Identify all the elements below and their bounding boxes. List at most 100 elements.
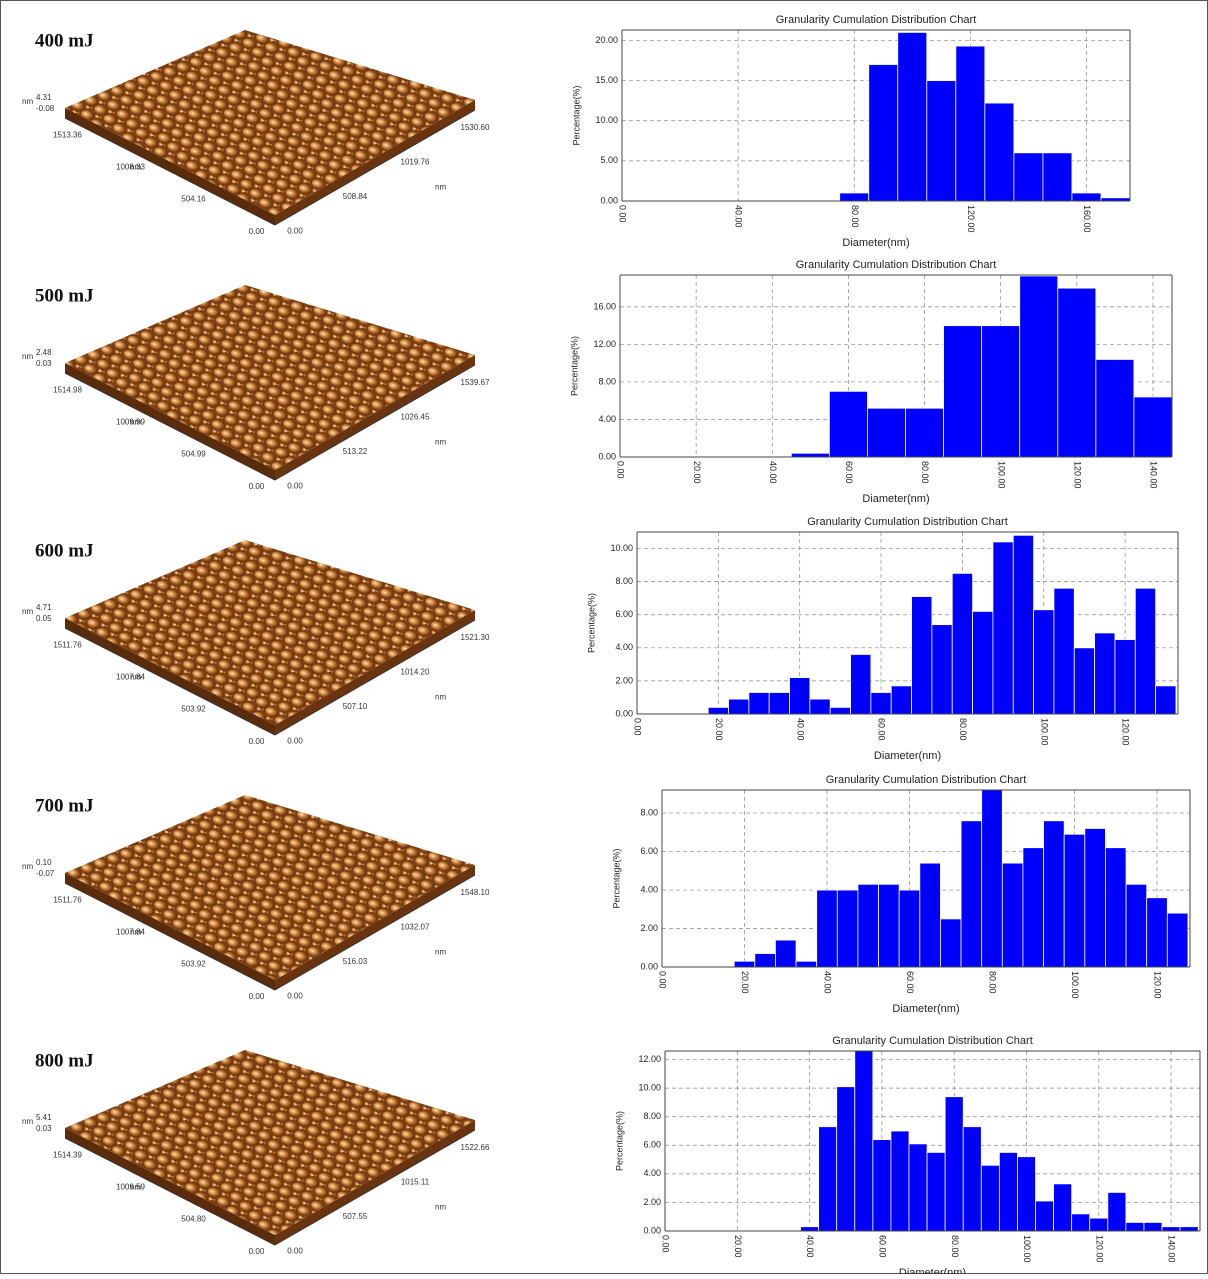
z-label: 4.71 (36, 603, 52, 612)
x-tick-label: 140.00 (1149, 461, 1159, 489)
x-tick-label: 0.00 (633, 718, 643, 736)
bar (1090, 1218, 1108, 1231)
bar (1167, 913, 1188, 967)
bar (985, 103, 1014, 201)
bar (940, 919, 961, 967)
bar (927, 81, 956, 201)
x-axis-label: 507.55 (343, 1212, 368, 1221)
z-label: 0.05 (36, 614, 52, 623)
x-unit: nm (435, 438, 446, 447)
bar (749, 692, 769, 714)
bar (1096, 359, 1134, 457)
bar (790, 678, 810, 714)
y-axis-title: Percentage(%) (611, 848, 621, 908)
x-tick-label: 80.00 (958, 718, 968, 741)
bar (927, 1152, 945, 1231)
afm-surface (65, 1050, 475, 1235)
x-tick-label: 0.00 (661, 1235, 671, 1253)
x-axis-label: 507.10 (343, 702, 368, 711)
bar (999, 1152, 1017, 1231)
y-tick-label: 0.00 (640, 961, 658, 971)
bar (1085, 828, 1106, 967)
y-axis-label: 0.00 (249, 992, 265, 1001)
x-axis-label: 513.22 (343, 447, 368, 456)
bar (956, 46, 985, 201)
z-unit: nm (22, 862, 33, 871)
bar (791, 453, 829, 457)
y-axis-title: Percentage(%) (569, 336, 579, 396)
y-axis-label: 1514.39 (53, 1150, 82, 1159)
y-tick-label: 4.00 (643, 1168, 661, 1178)
y-axis-label: 504.80 (181, 1215, 206, 1224)
bar (982, 790, 1003, 967)
x-tick-label: 60.00 (877, 718, 887, 741)
x-unit: nm (435, 1203, 446, 1212)
bar (1072, 193, 1101, 201)
bar (840, 193, 869, 201)
bar (1108, 1192, 1126, 1231)
x-axis-title: Diameter(nm) (892, 1003, 959, 1015)
bar (1144, 1222, 1162, 1231)
bar (869, 65, 898, 201)
bar (945, 1097, 963, 1231)
afm-surface (65, 30, 475, 215)
bar (1023, 848, 1044, 967)
x-axis-label: 1539.67 (461, 378, 490, 387)
z-label: 5.41 (36, 1113, 52, 1122)
x-axis-label: 0.00 (287, 226, 303, 235)
y-tick-label: 0.00 (600, 195, 618, 205)
bar (1013, 535, 1033, 714)
x-axis-title: Diameter(nm) (874, 750, 941, 762)
bar (1036, 1201, 1054, 1231)
x-axis-label: 0.00 (287, 991, 303, 1000)
bar (879, 884, 900, 967)
y-axis-label: 503.92 (181, 960, 206, 969)
bar (993, 542, 1013, 714)
y-tick-label: 2.00 (643, 1197, 661, 1207)
y-axis-title: Percentage(%) (614, 1111, 624, 1171)
x-tick-label: 40.00 (768, 461, 778, 484)
y-axis-label: 504.16 (181, 195, 206, 204)
x-axis-label: 1019.76 (401, 157, 430, 166)
x-tick-label: 120.00 (1121, 718, 1131, 746)
chart-title: Granularity Cumulation Distribution Char… (832, 1035, 1033, 1047)
x-axis-title: Diameter(nm) (842, 237, 909, 249)
bar (891, 1131, 909, 1231)
y-tick-label: 4.00 (598, 414, 616, 424)
bar (906, 408, 944, 457)
bar (817, 890, 838, 967)
y-tick-label: 12.00 (638, 1054, 661, 1064)
x-axis-label: 1530.60 (461, 123, 490, 132)
bar (1002, 863, 1023, 967)
energy-label: 600 mJ (35, 540, 94, 561)
y-axis-label: 1511.76 (53, 895, 82, 904)
bar (801, 1227, 819, 1231)
bar (1135, 588, 1155, 714)
energy-label: 800 mJ (35, 1050, 94, 1071)
x-unit: nm (435, 693, 446, 702)
y-tick-label: 4.00 (615, 642, 633, 652)
chart-title: Granularity Cumulation Distribution Char… (796, 259, 997, 271)
z-unit: nm (22, 1117, 33, 1126)
x-axis-label: 1026.45 (401, 412, 430, 421)
bar (867, 408, 905, 457)
x-tick-label: 100.00 (1022, 1235, 1032, 1263)
x-tick-label: 120.00 (1153, 971, 1163, 999)
y-tick-label: 8.00 (615, 576, 633, 586)
x-tick-label: 20.00 (714, 718, 724, 741)
z-label: -0.07 (36, 869, 55, 878)
y-tick-label: 4.00 (640, 884, 658, 894)
x-tick-label: 100.00 (1070, 971, 1080, 999)
y-axis-label: 503.92 (181, 705, 206, 714)
x-unit: nm (435, 948, 446, 957)
x-tick-label: 100.00 (1039, 718, 1049, 746)
y-tick-label: 10.00 (610, 543, 633, 553)
bar (909, 1144, 927, 1231)
y-axis-label: 504.99 (181, 450, 206, 459)
afm-surface (65, 285, 475, 470)
x-axis-label: 1548.10 (461, 888, 490, 897)
y-unit: nm (130, 163, 141, 172)
bar (952, 573, 972, 714)
bar (1020, 276, 1058, 457)
bar (1034, 610, 1054, 714)
